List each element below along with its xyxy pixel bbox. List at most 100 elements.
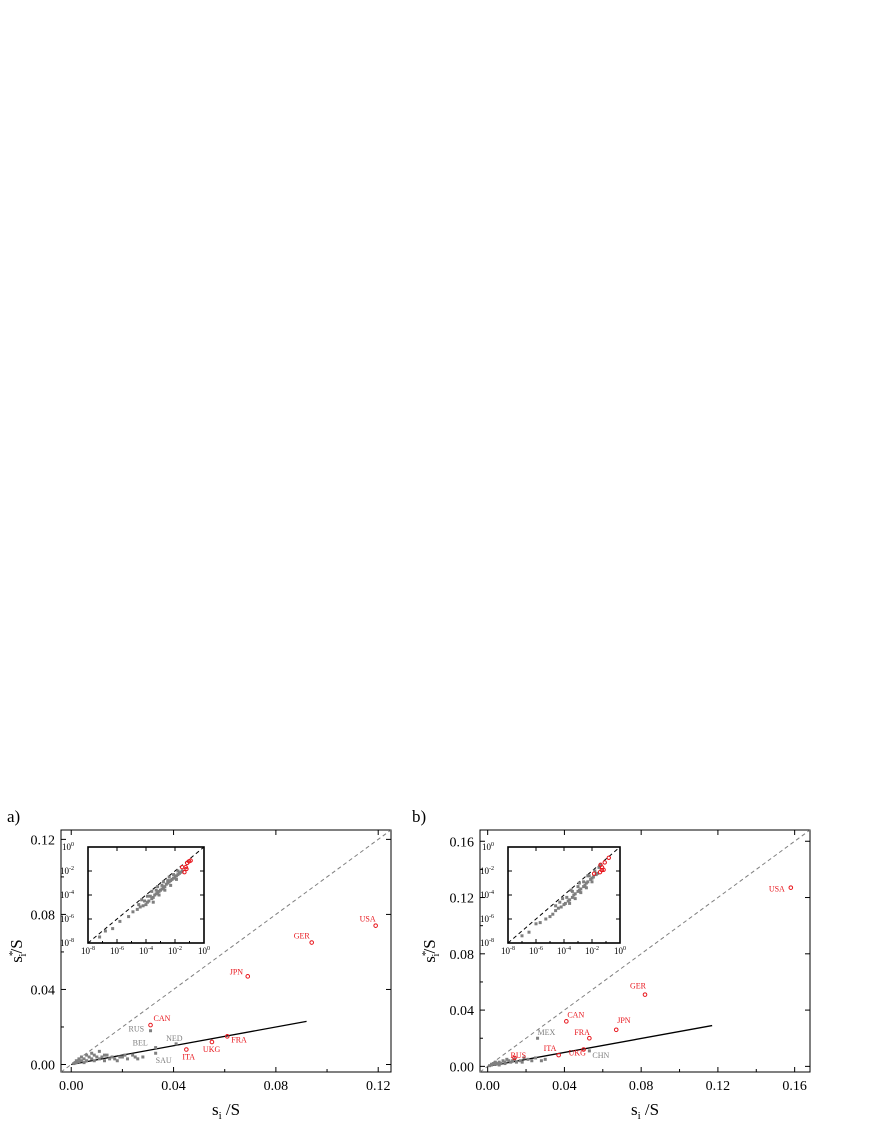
point-label-highlight: GER: [294, 932, 311, 941]
data-point-gray: [499, 1062, 503, 1066]
data-point-gray: [126, 1057, 130, 1061]
data-point-gray: [511, 1059, 515, 1063]
data-point-gray: [74, 1059, 78, 1063]
inset-point-highlight: [597, 870, 603, 875]
data-point-gray: [90, 1051, 94, 1055]
inset-plot: 10-8 10-6 10-4 10-2 100 100 10-2 10-4 10-6 10-8: [60, 842, 210, 956]
fit-line: [487, 1024, 713, 1068]
diagonal-line: [60, 829, 392, 1073]
y-tick-label: 0.04: [450, 1004, 475, 1019]
data-point-gray: [133, 1055, 137, 1059]
data-point-gray: [514, 1060, 518, 1064]
inset-y-tick-label: 10-4: [480, 890, 494, 900]
diagonal-line: [479, 829, 811, 1073]
inset-point-gray: [593, 869, 597, 873]
inset-point-gray: [561, 897, 565, 901]
inset-point-gray: [156, 885, 160, 889]
data-point-gray: [488, 1064, 492, 1068]
inset-y-tick-label: 100: [482, 842, 494, 852]
panel-a-letter: a): [7, 807, 20, 826]
inset-point-gray: [180, 869, 184, 873]
inset-point-gray: [534, 922, 538, 926]
data-point-highlight: [587, 1035, 592, 1041]
inset-point-gray: [554, 909, 558, 913]
x-tick-label: 0.04: [552, 1079, 577, 1094]
data-point-gray: [123, 1053, 127, 1057]
point-label-gray: MEX: [538, 1028, 556, 1037]
inset-point-gray: [558, 900, 562, 904]
data-point-gray: [526, 1057, 530, 1061]
inset-point-highlight: [606, 855, 611, 860]
data-point-gray: [505, 1057, 509, 1061]
inset-point-gray: [584, 886, 588, 890]
data-point-highlight: [613, 1027, 619, 1033]
inset-plot: 10-8 10-6 10-4 10-2 100 100 10-2 10-4 10-6 10-8: [480, 842, 626, 956]
data-point-gray: [92, 1053, 96, 1057]
data-point-gray: [120, 1055, 124, 1059]
inset-point-gray: [551, 912, 555, 916]
inset-point-highlight: [599, 865, 605, 870]
inset-point-gray: [570, 895, 574, 899]
panel-a: a) 0.00 0.04 0.08 0.12 0.00 0.04 0.08 0.12 si /S…: [7, 807, 392, 1122]
inset-point-gray: [577, 881, 581, 885]
inset-x-tick-label: 100: [198, 946, 210, 956]
inset-point-gray: [573, 892, 577, 896]
data-point-gray: [518, 1059, 522, 1063]
y-tick-label: 0.12: [450, 892, 475, 907]
inset-point-gray: [176, 869, 180, 873]
data-point-gray: [73, 1061, 77, 1065]
inset-point-gray: [143, 899, 147, 903]
inset-point-gray: [174, 877, 178, 881]
data-point-gray: [97, 1057, 101, 1061]
plot-frame: [479, 829, 811, 1073]
y-tick-label: 0.00: [450, 1060, 475, 1075]
inset-point-gray: [565, 895, 569, 899]
data-point-gray: [154, 1051, 158, 1055]
x-tick-label: 0.04: [161, 1079, 186, 1094]
data-point-gray: [493, 1060, 497, 1064]
inset-y-tick-label: 10-2: [60, 866, 74, 876]
data-point-gray: [154, 1046, 158, 1050]
point-label-gray: CHN: [592, 1051, 609, 1060]
data-point-highlight: [642, 992, 648, 997]
y-tick-label: 0.08: [31, 908, 56, 923]
inset-x-tick-label: 10-4: [139, 946, 153, 956]
point-label-highlight: JPN: [230, 967, 244, 976]
inset-point-gray: [145, 894, 149, 898]
x-tick-label: 0.00: [59, 1079, 84, 1094]
y-tick-label: 0.12: [31, 833, 56, 848]
data-point-gray: [587, 1049, 591, 1053]
data-point-gray: [522, 1056, 526, 1060]
inset-point-gray: [563, 901, 567, 905]
inset-point-gray: [131, 910, 135, 914]
y-tick-label: 0.04: [31, 983, 56, 998]
inset-point-gray: [147, 899, 151, 903]
data-point-gray: [77, 1060, 81, 1064]
data-point-gray: [85, 1059, 89, 1063]
inset-y-tick-label: 100: [62, 842, 74, 852]
data-point-gray: [507, 1059, 511, 1063]
point-label-highlight: RUS: [511, 1051, 527, 1060]
inset-point-gray: [141, 904, 145, 908]
panel-b-letter: b): [412, 807, 426, 826]
data-point-highlight: [148, 1022, 153, 1028]
data-point-gray: [520, 1060, 524, 1064]
data-point-gray: [174, 1042, 178, 1046]
data-point-highlight: [184, 1047, 189, 1052]
inset-point-highlight: [179, 864, 185, 870]
point-label-highlight: FRA: [574, 1028, 590, 1037]
inset-point-gray: [138, 905, 142, 909]
data-point-gray: [87, 1055, 91, 1059]
point-label-highlight: UKG: [569, 1048, 587, 1057]
inset-x-tick-label: 10-4: [557, 946, 571, 956]
inset-point-gray: [148, 894, 152, 898]
x-tick-label: 0.12: [706, 1079, 731, 1094]
data-point-gray: [539, 1059, 543, 1063]
data-point-gray: [497, 1063, 501, 1067]
point-label-highlight: USA: [769, 885, 785, 894]
y-axis-title: s*i/S: [7, 939, 29, 962]
inset-y-tick-label: 10-8: [480, 938, 494, 948]
inset-point-gray: [111, 927, 115, 931]
inset-point-gray: [554, 904, 558, 908]
data-point-highlight: [373, 923, 378, 928]
